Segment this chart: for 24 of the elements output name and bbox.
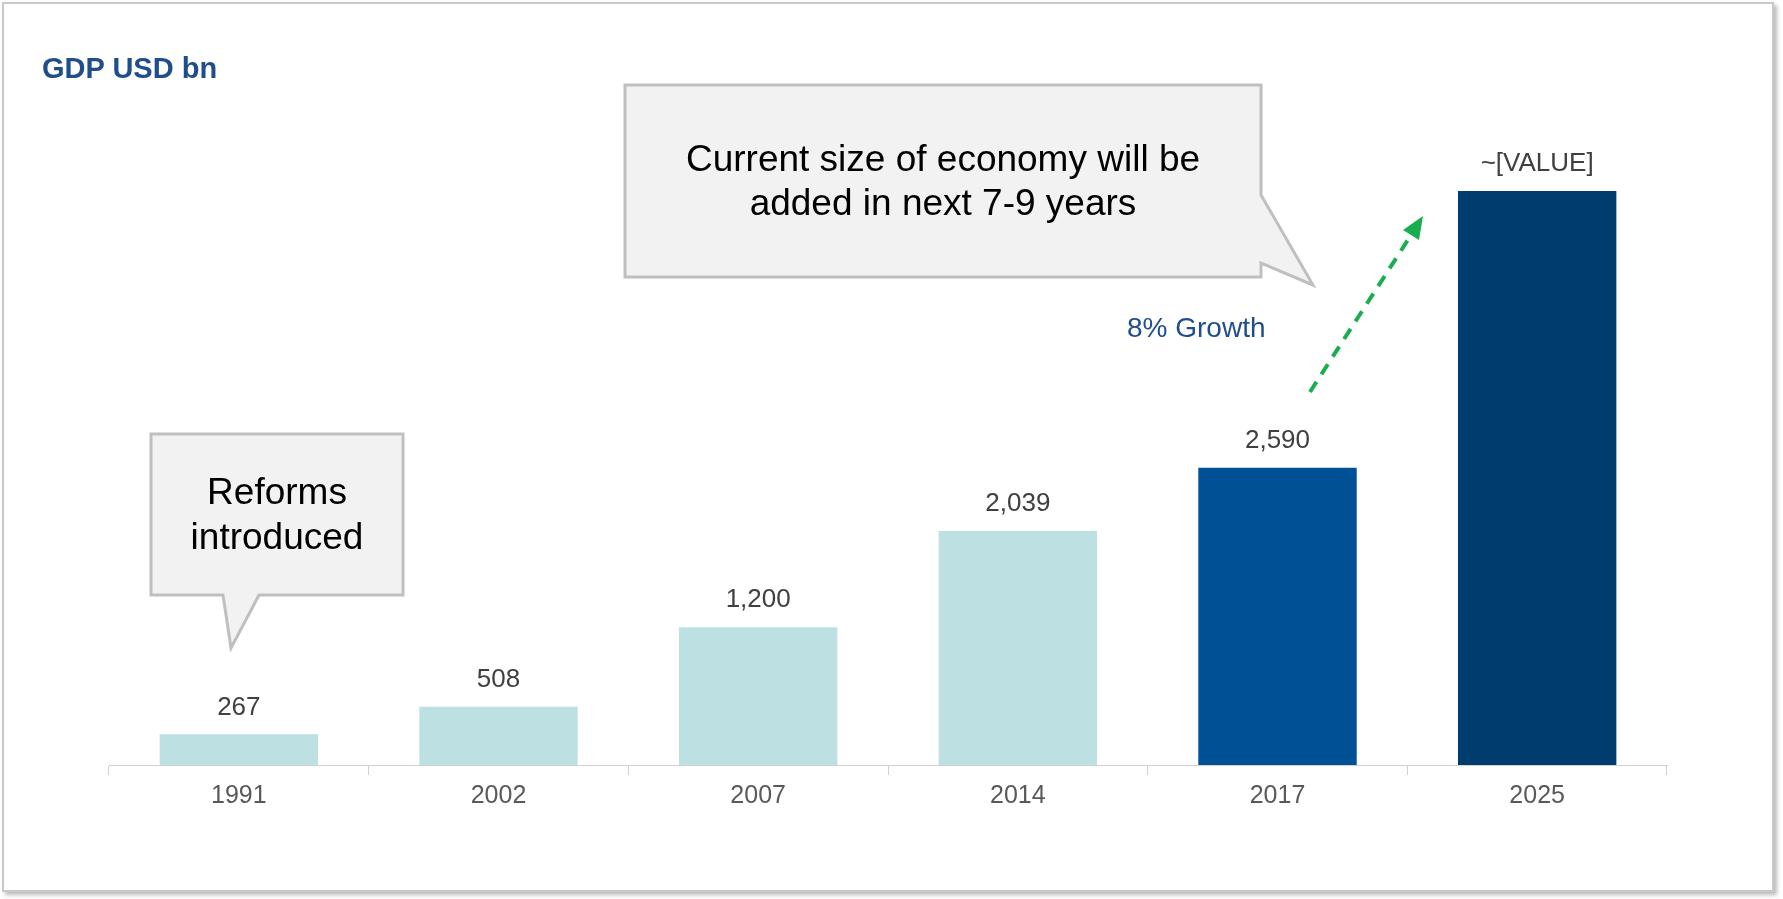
data-label: ~[VALUE] xyxy=(1480,147,1594,178)
x-tick-label: 2025 xyxy=(1509,779,1565,808)
chart-title: GDP USD bn xyxy=(42,52,218,85)
data-label: 267 xyxy=(217,690,261,721)
bar xyxy=(1457,191,1617,765)
annotation: Reforms introduced xyxy=(189,470,365,559)
x-tick-label: 2007 xyxy=(730,779,786,808)
x-tick-label: 2002 xyxy=(470,779,527,808)
bar xyxy=(1198,467,1357,765)
bar xyxy=(159,734,319,765)
data-label: 1,200 xyxy=(725,583,791,614)
bar xyxy=(419,706,578,765)
x-tick-label: 1991 xyxy=(211,779,267,808)
data-label: 2,590 xyxy=(1244,423,1311,454)
speech-bubble: Reforms introduced xyxy=(149,432,405,652)
x-tick-label: 2014 xyxy=(990,779,1046,808)
data-label: 508 xyxy=(476,662,521,693)
annotation: Current size of economy will be added in next 7-9 years xyxy=(684,136,1202,225)
data-label: 2,039 xyxy=(985,487,1051,518)
annotation: 8% Growth xyxy=(1127,312,1266,344)
bar xyxy=(938,530,1098,765)
x-tick-label: 2017 xyxy=(1249,779,1306,808)
speech-bubble: Current size of economy will be added in next 7-9 years xyxy=(623,83,1317,289)
bar xyxy=(678,627,838,765)
